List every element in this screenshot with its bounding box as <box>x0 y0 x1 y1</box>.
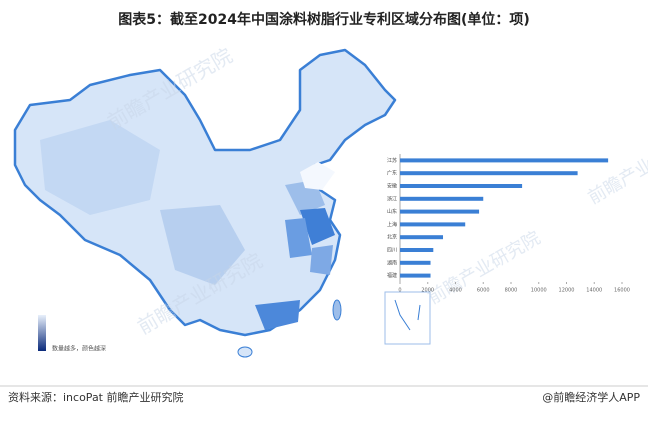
x-tick-label: 2000 <box>421 288 434 294</box>
y-tick-label: 北京 <box>387 234 397 241</box>
bar <box>400 197 483 201</box>
legend-gradient <box>38 315 46 351</box>
y-tick-label: 上海 <box>387 221 397 228</box>
bar <box>400 248 433 252</box>
brand: @前瞻经济学人APP <box>542 390 640 404</box>
bar <box>400 158 608 162</box>
y-tick-label: 福建 <box>387 272 397 279</box>
y-tick-label: 四川 <box>387 248 397 254</box>
x-tick-label: 4000 <box>449 288 462 294</box>
x-tick-label: 8000 <box>505 288 518 294</box>
x-tick-label: 10000 <box>531 288 547 294</box>
bar-chart: 0 2000 4000 6000 8000 10000 12000 14000 16000 江苏广… <box>387 154 630 294</box>
bar <box>400 184 522 188</box>
y-tick-label: 湖南 <box>387 259 397 266</box>
south-sea-inset <box>385 292 430 344</box>
x-tick-label: 6000 <box>477 288 490 294</box>
y-tick-label: 山东 <box>387 208 397 215</box>
map-legend: 数量越多，颜色越深 <box>52 345 106 353</box>
watermark: 前瞻产业研究院 <box>425 227 545 308</box>
bar <box>400 235 443 239</box>
x-tick-label: 0 <box>398 288 401 294</box>
y-tick-label: 安徽 <box>387 183 397 190</box>
taiwan <box>333 300 341 320</box>
bar <box>400 210 479 214</box>
bar <box>400 261 431 265</box>
bar <box>400 171 578 175</box>
y-tick-label: 浙江 <box>387 195 397 202</box>
watermark: 前瞻产业研究院 <box>585 127 648 208</box>
hainan <box>238 347 252 357</box>
province-shade <box>310 245 333 275</box>
x-tick-label: 12000 <box>559 288 575 294</box>
title: 图表5：截至2024年中国涂料树脂行业专利区域分布图(单位：项) <box>118 11 530 28</box>
x-tick-label: 14000 <box>586 288 602 294</box>
map: 数量越多，颜色越深 <box>15 50 430 357</box>
bar <box>400 222 465 226</box>
y-tick-label: 广东 <box>387 170 397 177</box>
x-tick-label: 16000 <box>614 288 630 294</box>
y-tick-label: 江苏 <box>387 157 397 164</box>
source: 资料来源：incoPat 前瞻产业研究院 <box>8 390 184 404</box>
bar <box>400 274 431 278</box>
